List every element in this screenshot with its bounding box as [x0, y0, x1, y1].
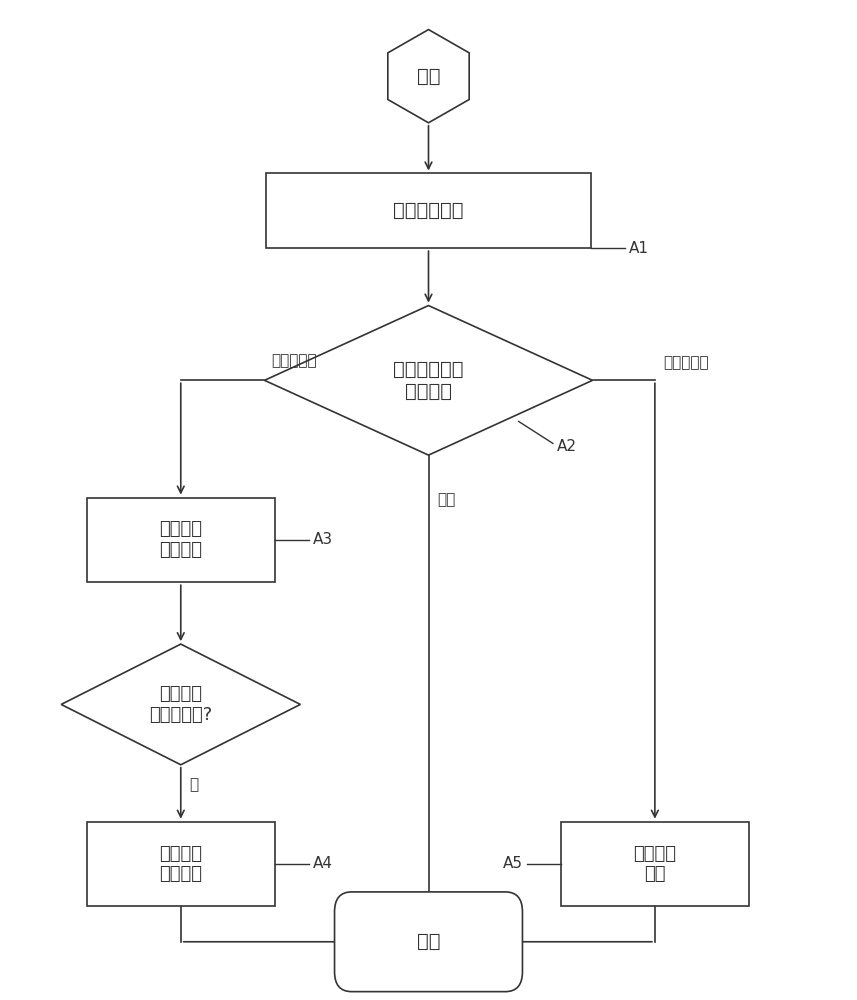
Text: 台区数据采集: 台区数据采集 — [393, 201, 464, 220]
Text: A3: A3 — [313, 532, 333, 547]
Text: 结束: 结束 — [417, 932, 440, 951]
Polygon shape — [388, 30, 469, 123]
Text: 供电侧异常: 供电侧异常 — [663, 355, 709, 370]
Text: 售电侧的
线损率异常?: 售电侧的 线损率异常? — [149, 685, 213, 724]
Text: 表计读数
采集: 表计读数 采集 — [633, 845, 676, 883]
Text: 用户明细
数据采集: 用户明细 数据采集 — [159, 845, 202, 883]
Text: 开始: 开始 — [417, 67, 440, 86]
Text: A5: A5 — [502, 856, 523, 871]
Text: 是: 是 — [189, 777, 199, 792]
Text: A2: A2 — [557, 439, 577, 454]
Text: 营销业务
数据采集: 营销业务 数据采集 — [159, 520, 202, 559]
Polygon shape — [61, 644, 300, 765]
FancyBboxPatch shape — [334, 892, 523, 992]
Text: 售电侧异常: 售电侧异常 — [272, 353, 317, 368]
Text: 线损率异常的
台区判定: 线损率异常的 台区判定 — [393, 360, 464, 401]
Text: A4: A4 — [313, 856, 333, 871]
Polygon shape — [265, 306, 592, 455]
Text: A1: A1 — [629, 241, 650, 256]
FancyBboxPatch shape — [87, 822, 275, 906]
FancyBboxPatch shape — [87, 498, 275, 582]
FancyBboxPatch shape — [267, 173, 590, 248]
FancyBboxPatch shape — [560, 822, 749, 906]
Text: 合理: 合理 — [437, 493, 455, 508]
